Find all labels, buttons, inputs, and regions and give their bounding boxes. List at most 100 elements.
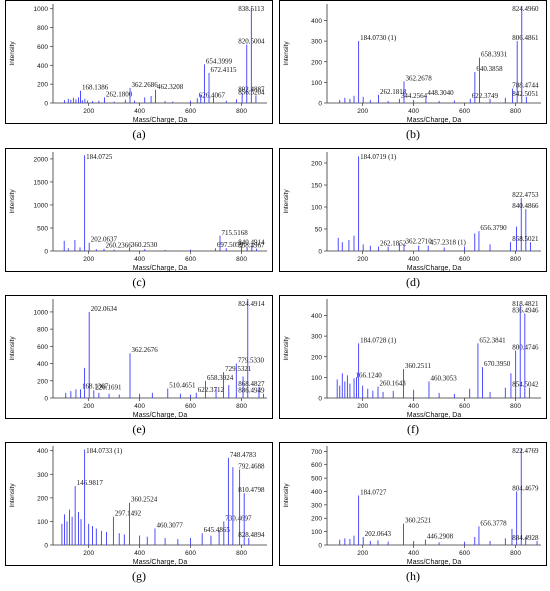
peak-label: 640.3858 [476, 65, 503, 73]
peak-label: 748.4783 [230, 451, 257, 459]
peak-label: 457.2318 (1) [430, 239, 467, 247]
peak-label: 645.4865 [204, 526, 231, 534]
y-axis-label: Intensity [283, 336, 290, 361]
y-tick-label: 0 [318, 101, 322, 108]
x-axis-label: Mass/Charge, Da [133, 265, 188, 272]
peak-label: 622.3712 [198, 386, 225, 394]
peak-label: 362.2686 [132, 81, 159, 89]
peak-label: 804.4679 [512, 484, 539, 492]
y-tick-label: 500 [311, 476, 322, 483]
y-tick-label: 0 [44, 543, 48, 550]
panel-caption: (g) [132, 569, 146, 583]
peak-label: 818.4821 [512, 300, 539, 308]
panel-frame [279, 148, 547, 272]
peak-label: 462.3208 [157, 83, 184, 91]
x-tick-label: 600 [185, 256, 196, 263]
y-tick-label: 100 [311, 375, 322, 382]
peak-label: 360.2511 [405, 362, 431, 370]
y-tick-label: 200 [311, 354, 322, 361]
y-tick-label: 700 [311, 449, 322, 456]
peak-label: 656.3790 [480, 224, 507, 232]
x-tick-label: 800 [236, 403, 247, 410]
y-tick-label: 200 [311, 161, 322, 168]
peak-label: 184.0719 (1) [360, 153, 397, 161]
y-tick-label: 400 [37, 448, 48, 455]
peak-label: 297.1492 [115, 510, 142, 518]
y-axis-label: Intensity [9, 483, 16, 508]
y-tick-label: 400 [311, 18, 322, 25]
x-tick-label: 200 [83, 256, 94, 263]
y-axis-label: Intensity [9, 189, 16, 214]
peak-label: 220.1691 [95, 383, 122, 391]
x-tick-label: 400 [134, 403, 145, 410]
peak-label: 858.5021 [512, 235, 539, 243]
y-tick-label: 300 [311, 502, 322, 509]
y-tick-label: 400 [37, 63, 48, 70]
y-tick-label: 200 [37, 378, 48, 385]
x-tick-label: 600 [459, 108, 470, 115]
x-tick-label: 600 [185, 550, 196, 557]
x-tick-label: 600 [185, 403, 196, 410]
peak-label: 858.4967 [238, 242, 265, 250]
peak-label: 729.5321 [225, 365, 252, 373]
x-tick-label: 800 [510, 403, 521, 410]
peak-label: 460.3077 [156, 522, 183, 530]
panel-frame [5, 0, 273, 124]
y-tick-label: 1500 [34, 179, 49, 186]
y-tick-label: 300 [311, 39, 322, 46]
peak-label: 656.3778 [480, 519, 507, 527]
x-tick-label: 800 [236, 256, 247, 263]
peak-label: 836.4946 [512, 306, 539, 314]
y-tick-label: 600 [37, 44, 48, 51]
peak-label: 886.4949 [238, 387, 265, 395]
peak-label: 715.5168 [222, 229, 249, 237]
peak-label: 184.0728 (1) [360, 336, 397, 344]
y-axis-label: Intensity [9, 41, 16, 66]
x-axis-label: Mass/Charge, Da [407, 559, 462, 566]
x-tick-label: 400 [408, 108, 419, 115]
peak-label: 360.2521 [405, 517, 432, 525]
peak-label: 262.1800 [106, 90, 133, 98]
y-tick-label: 50 [315, 227, 323, 234]
peak-label: 856.5204 [238, 88, 265, 96]
x-tick-label: 400 [408, 256, 419, 263]
panel-caption: (e) [132, 422, 146, 436]
peak-label: 184.0725 [86, 153, 113, 161]
y-tick-label: 200 [37, 82, 48, 89]
x-tick-label: 400 [408, 550, 419, 557]
peak-label: 446.2908 [427, 533, 454, 541]
y-tick-label: 0 [318, 249, 322, 256]
peak-label: 658.3924 [207, 374, 234, 382]
panel-frame [5, 148, 273, 272]
peak-label: 824.4914 [238, 300, 265, 308]
peak-label: 168.1367 [82, 382, 109, 390]
x-tick-label: 200 [83, 108, 94, 115]
peak-label: 362.2678 [406, 74, 433, 82]
panel-frame [279, 442, 547, 566]
x-tick-label: 800 [236, 108, 247, 115]
peak-label: 697.5059 [217, 241, 244, 249]
x-axis-label: Mass/Charge, Da [133, 412, 188, 419]
y-tick-label: 100 [311, 205, 322, 212]
peak-label: 362.2710 [406, 237, 433, 245]
y-tick-label: 2000 [34, 156, 49, 163]
y-axis-label: Intensity [283, 483, 290, 508]
panel-caption: (h) [406, 569, 420, 583]
y-tick-label: 300 [311, 334, 322, 341]
peak-label: 166.1240 [356, 371, 383, 379]
peak-label: 202.0634 [91, 305, 118, 313]
peak-label: 652.3841 [479, 336, 506, 344]
peak-label: 460.3053 [430, 375, 457, 383]
peak-label: 654.3999 [206, 57, 233, 65]
peak-label: 800.4746 [512, 344, 539, 352]
peak-label: 792.4688 [238, 463, 265, 471]
spectrum-panel: 0 50 100 150 200 200 400 600 800 Mass/Charge, Da I… [279, 148, 547, 272]
y-tick-label: 400 [311, 313, 322, 320]
y-tick-label: 200 [37, 495, 48, 502]
peak-label: 184.0733 (1) [86, 447, 123, 455]
peak-label: 626.4067 [199, 91, 226, 99]
x-axis-label: Mass/Charge, Da [133, 559, 188, 566]
x-axis-label: Mass/Charge, Da [407, 117, 462, 124]
x-axis-label: Mass/Charge, Da [407, 265, 462, 272]
x-axis-label: Mass/Charge, Da [407, 412, 462, 419]
